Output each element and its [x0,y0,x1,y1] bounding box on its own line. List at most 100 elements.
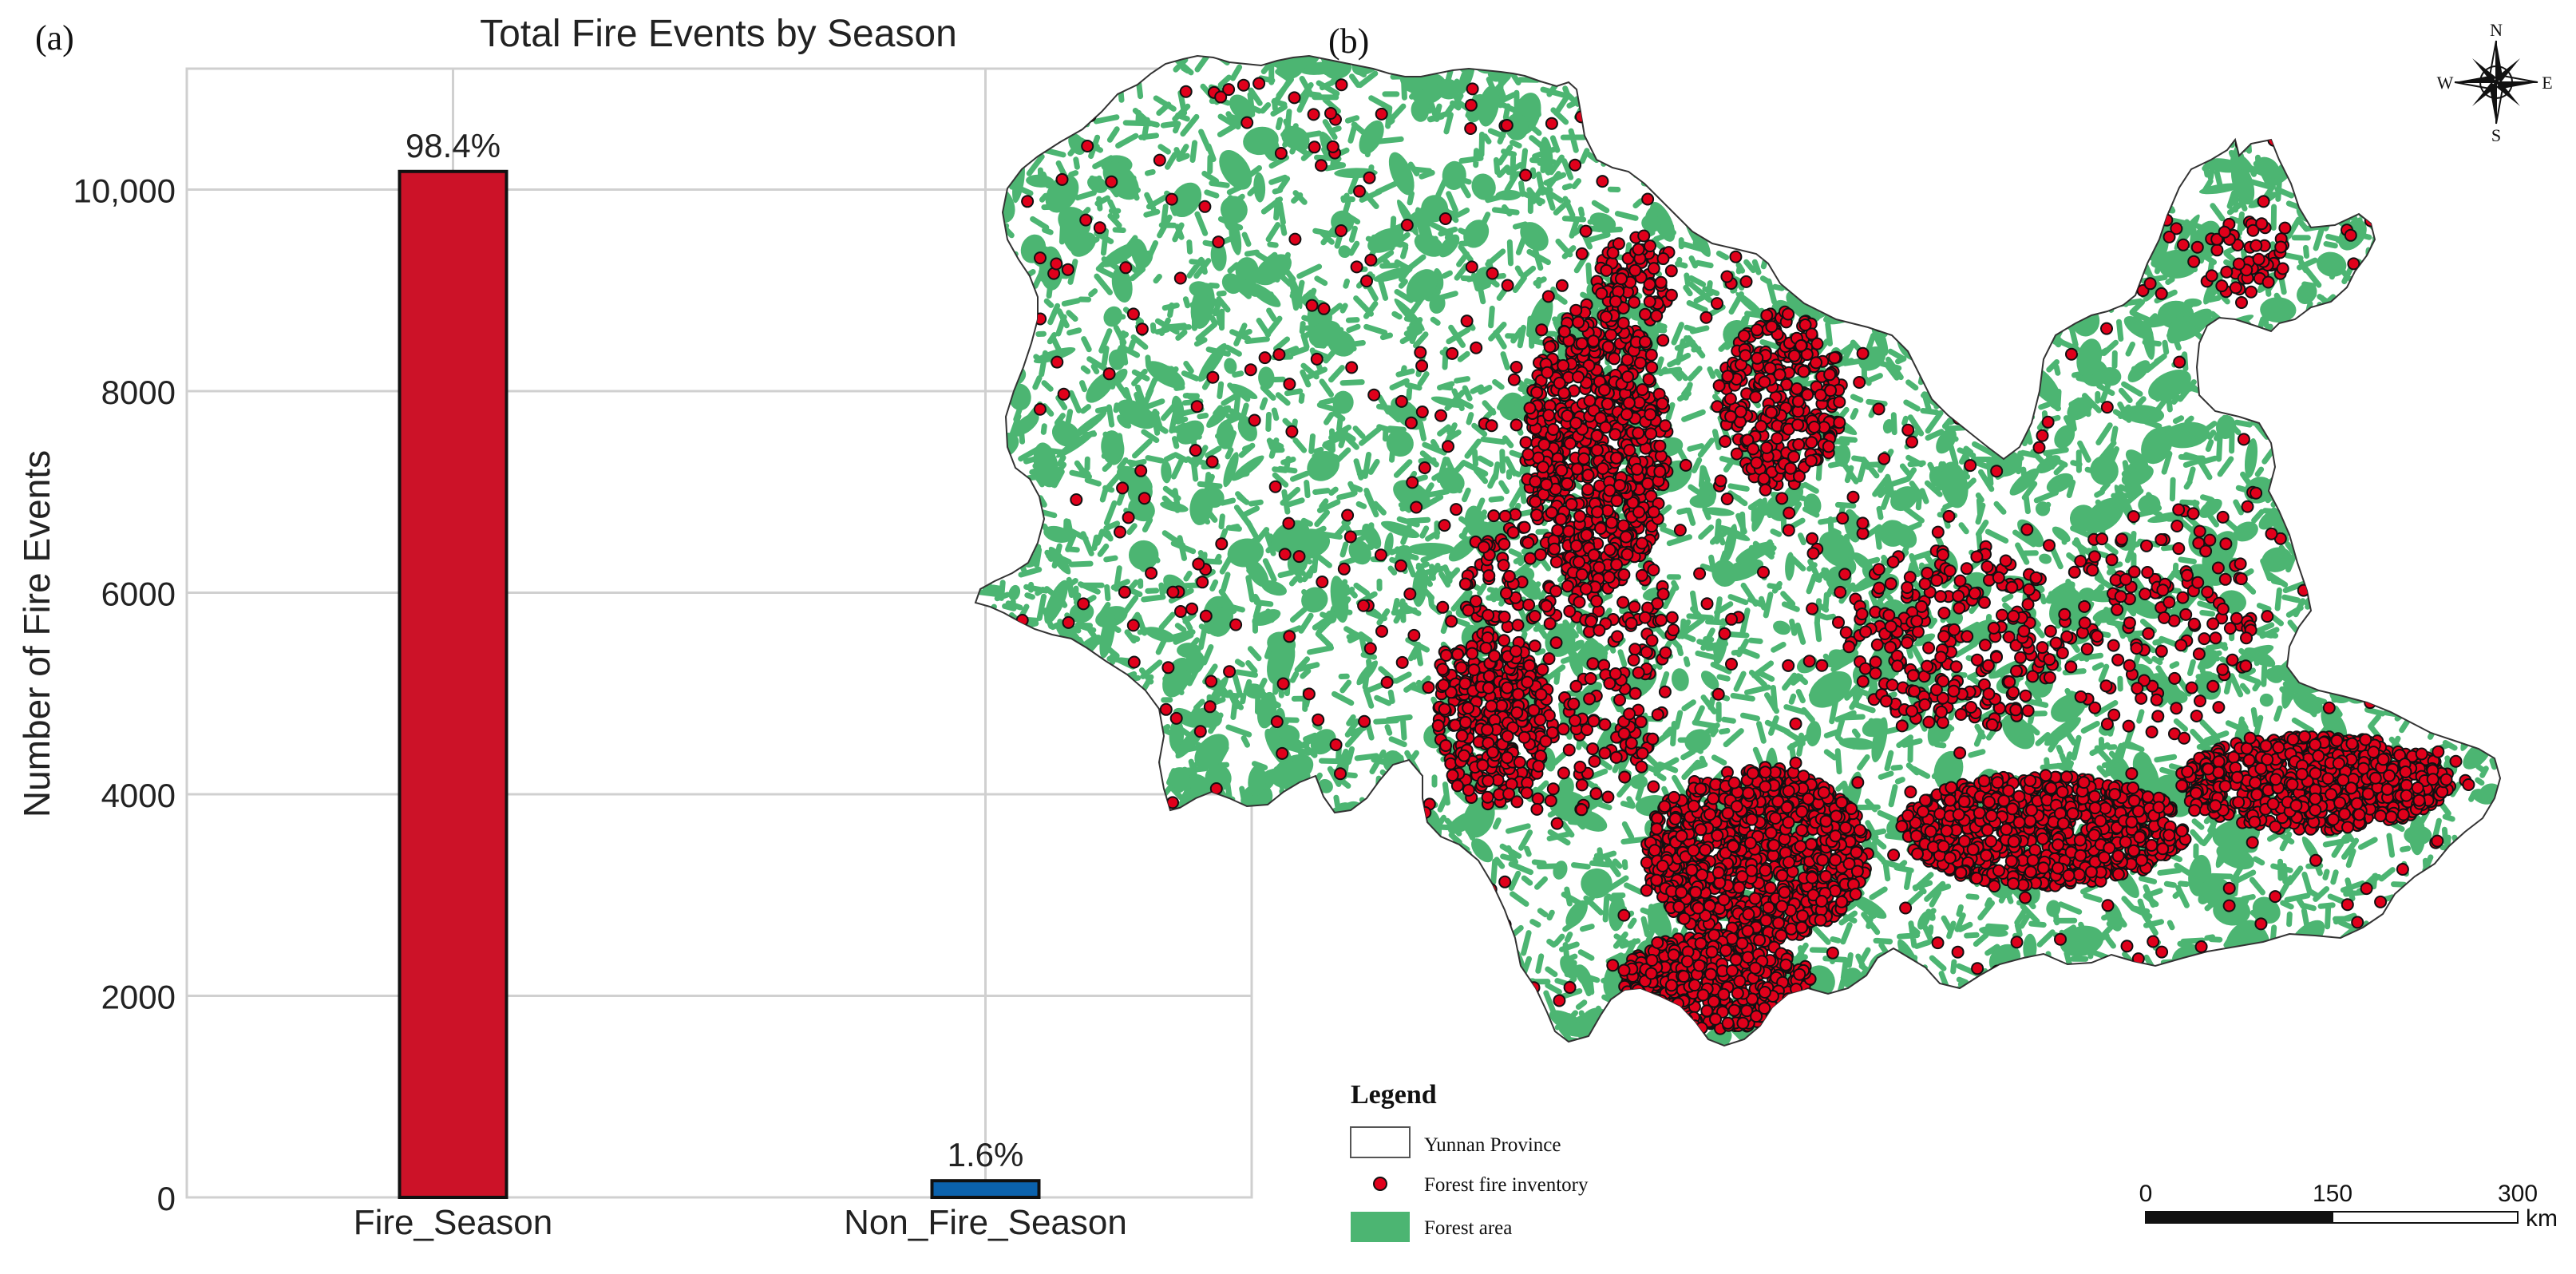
fire-point [2024,865,2037,879]
fire-point [1763,881,1777,895]
fire-point [2088,789,2101,803]
fire-point [2341,821,2354,834]
forest-patch [2034,988,2067,1003]
fire-point [1753,933,1767,947]
fire-point [2119,835,2132,849]
forest-patch [1026,174,1055,188]
forest-patch [1411,99,1429,122]
forest-patch [1264,992,1277,1005]
forest-patch [2423,589,2439,606]
forest-patch [2478,154,2491,168]
forest-patch [2060,925,2104,957]
forest-patch [1463,220,1490,248]
forest-patch [1387,798,1402,814]
forest-patch [2256,81,2273,96]
forest-patch [2036,455,2061,473]
fire-point [1924,825,1937,838]
forest-patch [2002,983,2024,1027]
fire-point [1765,406,1778,419]
forest-patch [1438,234,1460,258]
forest-patch [1394,299,1425,331]
forest-patch [2471,336,2499,366]
fire-point [1583,394,1597,407]
forest-patch [1609,895,1626,932]
forest-patch [2201,56,2212,81]
forest-patch [2299,365,2316,390]
forest-patch [1276,56,1308,80]
forest-patch [2440,379,2483,408]
fire-point [1746,766,1759,780]
compass-e: E [2542,73,2552,93]
forest-patch [2106,759,2132,788]
fire-point [1794,339,1808,352]
fire-point [1828,351,1842,365]
forest-patch [2471,343,2497,369]
fire-point [2230,770,2244,784]
fire-point [2367,746,2380,759]
fire-point [1919,793,1932,807]
fire-point [2309,803,2322,817]
forest-patch [1388,152,1415,196]
forest-patch [1332,974,1357,996]
fire-point [1758,375,1771,389]
fire-point [1775,928,1788,942]
forest-patch [2486,379,2500,411]
fire-point [1476,758,1490,772]
forest-patch [1445,997,1475,1025]
forest-patch [2465,548,2475,567]
forest-patch [2431,115,2453,136]
forest-patch [2055,185,2079,211]
fire-point [1630,462,1644,476]
forest-patch [1364,816,1376,842]
forest-patch [2261,547,2293,572]
forest-patch [2346,326,2380,354]
forest-patch [1862,718,1886,738]
fire-point [2326,813,2340,826]
forest-patch [2040,161,2071,180]
fire-point [1572,315,1585,329]
forest-patch [2258,509,2281,530]
forest-patch [1940,108,1961,145]
forest-patch [1735,541,1775,564]
forest-patch [2216,844,2254,870]
forest-patch [1922,187,1966,212]
fire-point [1644,408,1657,421]
forest-patch [2315,620,2342,647]
fire-point [2212,766,2226,779]
fire-point [2131,805,2145,818]
forest-patch [2048,127,2059,144]
forest-patch [2269,1027,2286,1045]
forest-patch [1986,242,2021,283]
forest-patch [1220,196,1248,224]
forest-patch [2297,282,2317,305]
fire-point [1704,967,1718,981]
forest-patch [1176,420,1205,445]
fire-point [1709,777,1723,791]
forest-patch [1895,129,1933,151]
forest-patch [1102,161,1139,200]
fire-point [1643,999,1656,1013]
fire-point [1727,776,1741,789]
fire-point [1654,999,1668,1013]
forest-patch [1318,778,1333,793]
forest-patch [1281,125,1310,150]
forest-patch [1442,920,1471,944]
forest-patch [2067,397,2093,421]
forest-patch [1070,232,1096,257]
forest-patch [2090,455,2119,485]
forest-patch [2443,313,2471,342]
fire-point [1694,782,1707,796]
fire-point [1688,979,1701,992]
fire-point [1601,398,1614,410]
fire-point [1648,1007,1662,1021]
forest-patch [1683,56,1710,75]
forest-patch [1135,250,1153,270]
forest-patch [1647,904,1672,940]
fire-point [1853,824,1866,837]
fire-point [2012,789,2026,803]
fire-point [1675,885,1688,899]
forest-patch [1569,639,1585,653]
forest-patch [1639,1016,1673,1043]
fire-point [2084,865,2098,879]
fire-point [2060,770,2073,784]
